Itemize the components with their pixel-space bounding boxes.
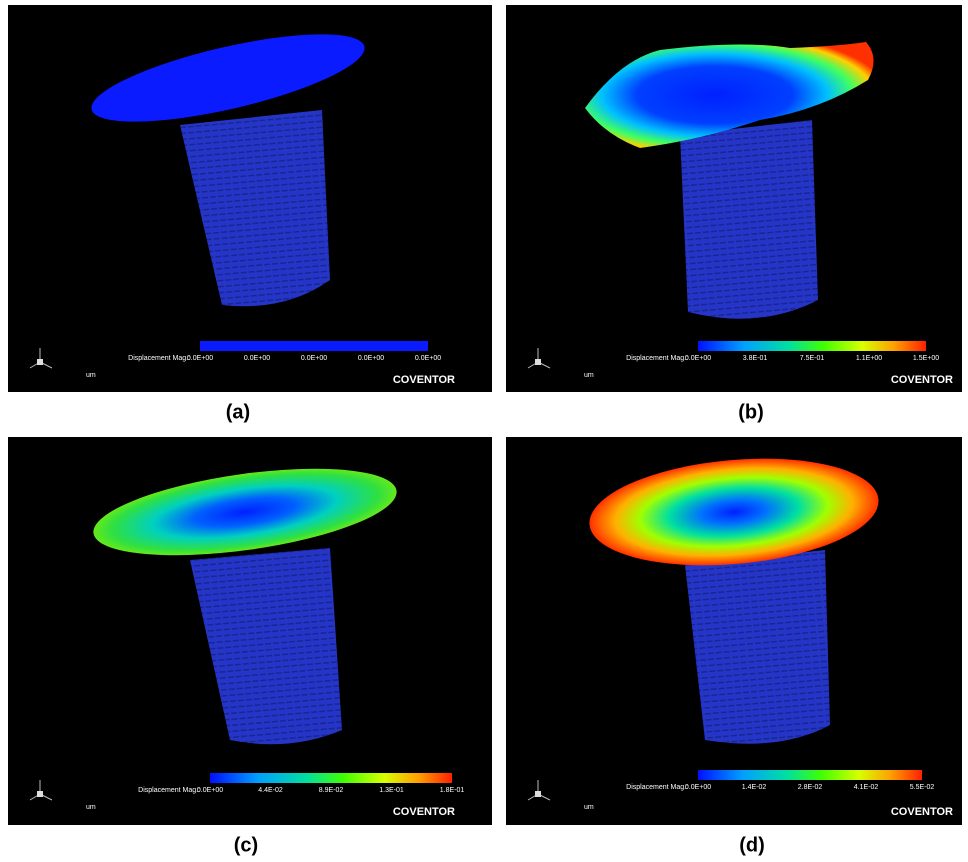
- brand: COVENTOR: [393, 374, 455, 386]
- colorbar-tick-label: 0.0E+00: [197, 787, 223, 794]
- colorbar: [210, 773, 452, 783]
- colorbar-tick-label: 1.5E+00: [913, 355, 939, 362]
- panel-label: (d): [739, 834, 765, 856]
- panel-label: (c): [234, 834, 258, 856]
- colorbar-tick-label: 0.0E+00: [415, 355, 441, 362]
- axis-triad: [37, 791, 43, 797]
- cylinder: [680, 120, 818, 319]
- colorbar-tick-label: 4.1E-02: [854, 784, 879, 791]
- colorbar-tick-label: 0.0E+00: [187, 355, 213, 362]
- brand: COVENTOR: [891, 806, 953, 818]
- colorbar: [200, 341, 428, 351]
- brand: COVENTOR: [891, 374, 953, 386]
- colorbar-tick-label: 0.0E+00: [358, 355, 384, 362]
- unit-label: um: [86, 372, 96, 379]
- colorbar-tick-label: 8.9E-02: [319, 787, 344, 794]
- colorbar-tick-label: 1.8E-01: [440, 787, 465, 794]
- colorbar-tick-label: 7.5E-01: [800, 355, 825, 362]
- colorbar: [698, 770, 922, 780]
- colorbar-tick-label: 0.0E+00: [685, 355, 711, 362]
- colorbar-tick-label: 3.8E-01: [743, 355, 768, 362]
- colorbar-tick-label: 5.5E-02: [910, 784, 935, 791]
- legend-title: Displacement Mag.:: [138, 787, 200, 794]
- figure: Displacement Mag.:0.0E+000.0E+000.0E+000…: [0, 0, 968, 862]
- legend-title: Displacement Mag.:: [626, 355, 688, 362]
- unit-label: um: [584, 804, 594, 811]
- colorbar-tick-label: 0.0E+00: [301, 355, 327, 362]
- unit-label: um: [584, 372, 594, 379]
- colorbar-tick-label: 1.1E+00: [856, 355, 882, 362]
- colorbar-tick-label: 2.8E-02: [798, 784, 823, 791]
- axis-triad: [535, 359, 541, 365]
- cylinder: [685, 550, 830, 744]
- colorbar-tick-label: 1.3E-01: [379, 787, 404, 794]
- colorbar-tick-label: 0.0E+00: [244, 355, 270, 362]
- axis-triad: [535, 791, 541, 797]
- legend-title: Displacement Mag.:: [128, 355, 190, 362]
- panel-label: (b): [738, 401, 764, 423]
- unit-label: um: [86, 804, 96, 811]
- colorbar-tick-label: 4.4E-02: [258, 787, 283, 794]
- colorbar-tick-label: 1.4E-02: [742, 784, 767, 791]
- brand: COVENTOR: [393, 806, 455, 818]
- page: Displacement Mag.:0.0E+000.0E+000.0E+000…: [0, 0, 968, 862]
- panel-label: (a): [226, 401, 250, 423]
- legend-title: Displacement Mag.:: [626, 784, 688, 791]
- colorbar: [698, 341, 926, 351]
- colorbar-tick-label: 0.0E+00: [685, 784, 711, 791]
- axis-triad: [37, 359, 43, 365]
